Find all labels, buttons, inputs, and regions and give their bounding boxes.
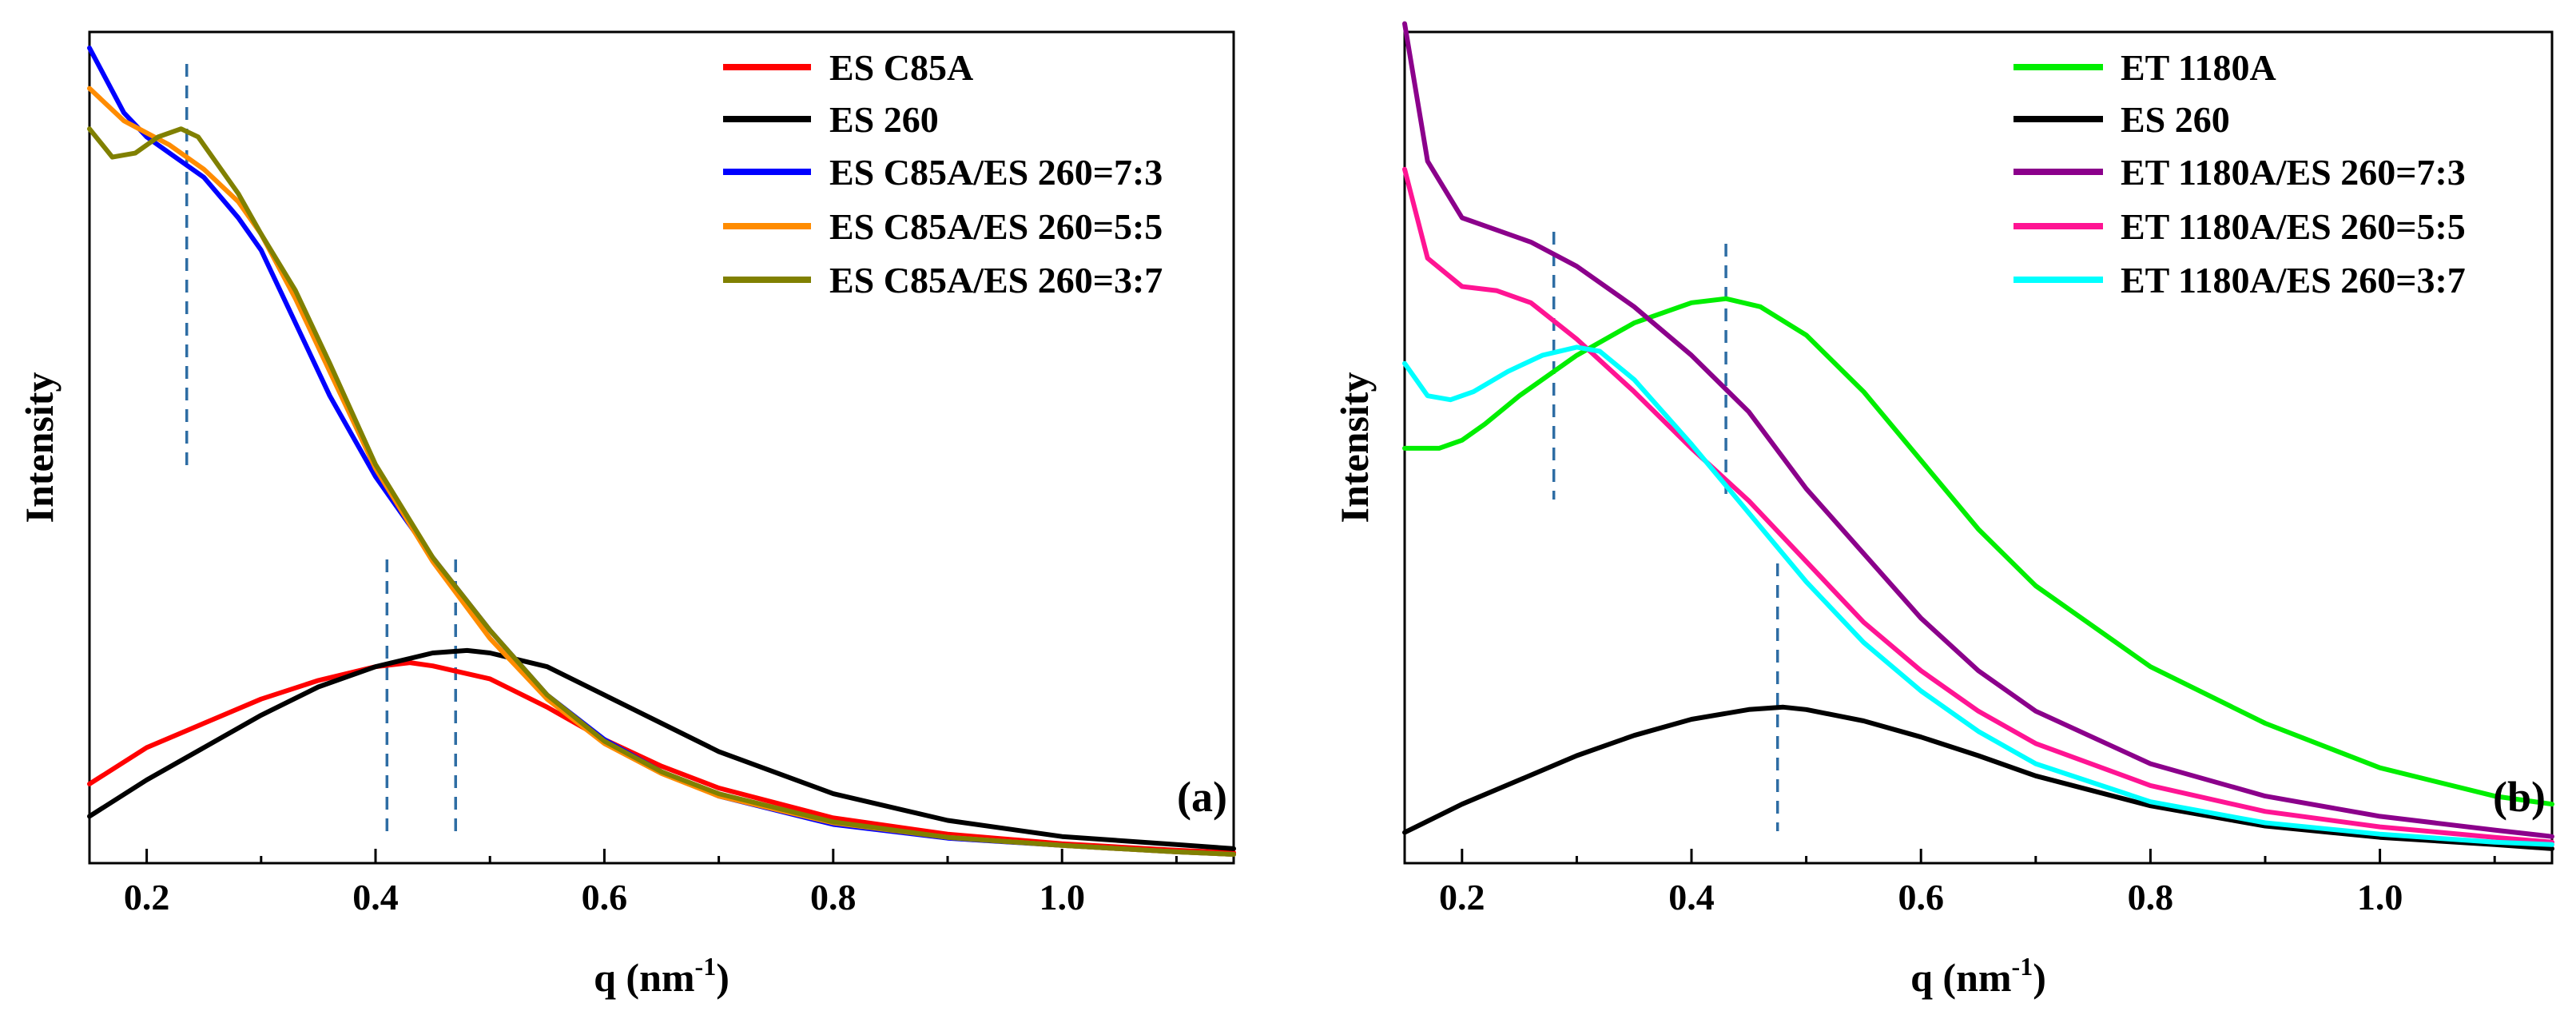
x-axis-label: q (nm-1) — [1910, 952, 2046, 1000]
panel-a: 0.2 0.4 0.6 0.8 1.0 q (nm-1) Intensity (a) E… — [17, 30, 1236, 1000]
x-tick-label: 0.2 — [124, 877, 170, 917]
legend-label: ES 260 — [829, 99, 939, 140]
series-line-et-1180a-es-260-7-3 — [1402, 21, 2554, 839]
series-line-et-1180a — [1402, 296, 2554, 807]
plot-frame — [88, 30, 1235, 865]
legend-label: ES C85A — [829, 47, 973, 88]
x-tick-label: 0.8 — [810, 877, 857, 917]
legend-label: ET 1180A/ES 260=7:3 — [2121, 152, 2466, 193]
x-tick-label: 1.0 — [2357, 877, 2403, 917]
series-line-es-c85a-es-260-5-5 — [87, 86, 1236, 857]
legend-item-es-c85a: ES C85A — [723, 47, 973, 88]
series-group — [1402, 21, 2554, 851]
x-tick-label: 1.0 — [1039, 877, 1085, 917]
legend-item-et-1180a-es-260-5-5: ET 1180A/ES 260=5:5 — [2013, 206, 2466, 247]
legend-item-es-c85a-es-260-7-3: ES C85A/ES 260=7:3 — [723, 152, 1163, 193]
x-tick-label: 0.6 — [1898, 877, 1944, 917]
legend-item-es-260: ES 260 — [723, 99, 939, 140]
panel-label: (a) — [1177, 773, 1227, 821]
x-ticks: 0.2 0.4 0.6 0.8 1.0 — [124, 849, 1178, 917]
legend-item-et-1180a-es-260-3-7: ET 1180A/ES 260=3:7 — [2013, 260, 2466, 301]
legend-label: ES C85A/ES 260=7:3 — [829, 152, 1163, 193]
legend-item-es-c85a-es-260-3-7: ES C85A/ES 260=3:7 — [723, 260, 1163, 301]
legend-item-es-c85a-es-260-5-5: ES C85A/ES 260=5:5 — [723, 206, 1163, 247]
series-line-et-1180a-es-260-3-7 — [1402, 344, 2554, 847]
series-line-et-1180a-es-260-5-5 — [1402, 166, 2554, 845]
y-axis-label: Intensity — [1332, 372, 1377, 523]
series-line-es-c85a-es-260-3-7 — [87, 126, 1236, 857]
y-axis-label: Intensity — [17, 372, 62, 523]
panel-label: (b) — [2493, 773, 2546, 821]
legend-label: ET 1180A/ES 260=3:7 — [2121, 260, 2466, 301]
x-axis-label: q (nm-1) — [594, 952, 729, 1000]
series-line-es-c85a — [87, 660, 1236, 855]
series-group — [87, 46, 1236, 857]
reference-lines — [1552, 232, 1779, 831]
legend-item-et-1180a-es-260-7-3: ET 1180A/ES 260=7:3 — [2013, 152, 2466, 193]
x-tick-label: 0.6 — [582, 877, 628, 917]
x-tick-label: 0.4 — [352, 877, 399, 917]
x-ticks: 0.2 0.4 0.6 0.8 1.0 — [1439, 849, 2496, 917]
legend-label: ET 1180A/ES 260=5:5 — [2121, 206, 2466, 247]
series-line-es-260 — [1402, 704, 2554, 851]
x-tick-label: 0.2 — [1439, 877, 1485, 917]
legend-item-et-1180a: ET 1180A — [2013, 47, 2276, 88]
x-tick-label: 0.4 — [1668, 877, 1715, 917]
legend-label: ES C85A/ES 260=3:7 — [829, 260, 1163, 301]
legend-label: ES 260 — [2121, 99, 2230, 140]
legend: ES C85A ES 260 ES C85A/ES 260=7:3 ES C85… — [723, 47, 1163, 301]
legend-item-es-260: ES 260 — [2013, 99, 2230, 140]
x-tick-label: 0.8 — [2128, 877, 2174, 917]
legend-label: ET 1180A — [2121, 47, 2276, 88]
series-line-es-260 — [87, 647, 1236, 851]
legend-label: ES C85A/ES 260=5:5 — [829, 206, 1163, 247]
legend: ET 1180A ES 260 ET 1180A/ES 260=7:3 ET 1… — [2013, 47, 2466, 301]
panel-b: 0.2 0.4 0.6 0.8 1.0 q (nm-1) Intensity (b) E… — [1332, 21, 2554, 1000]
